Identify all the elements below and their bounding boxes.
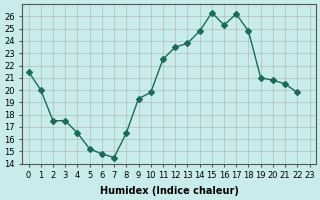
X-axis label: Humidex (Indice chaleur): Humidex (Indice chaleur) xyxy=(100,186,238,196)
